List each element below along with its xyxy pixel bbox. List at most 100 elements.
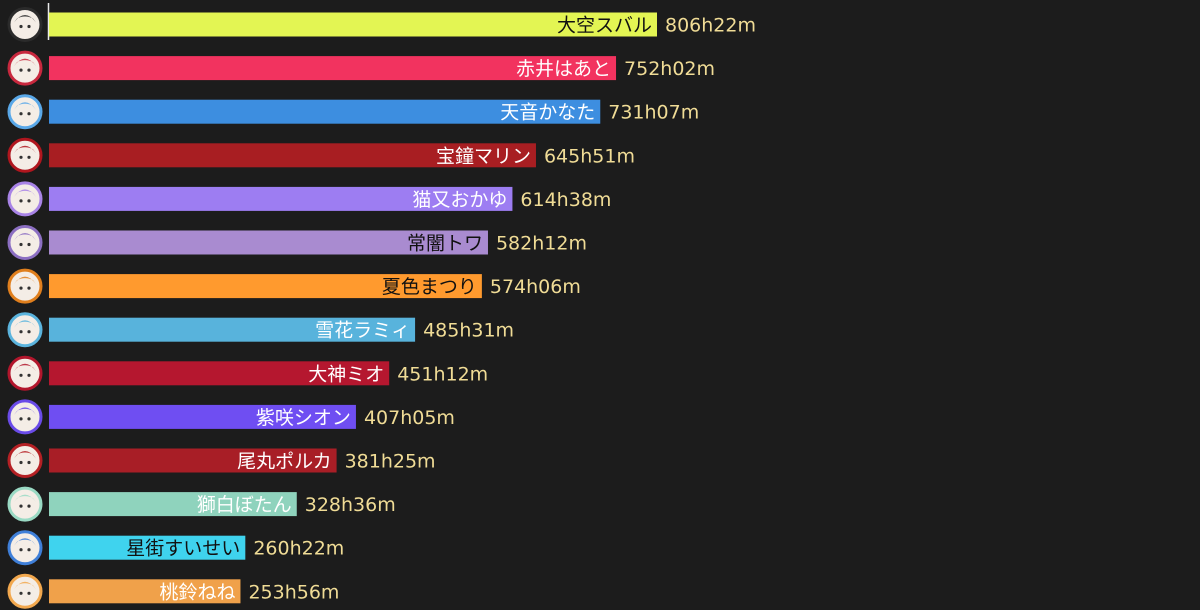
avatar-hair xyxy=(14,581,36,590)
avatar-eye-left xyxy=(19,286,23,290)
bar-row: 雪花ラミィ 485h31m xyxy=(7,312,514,348)
bar xyxy=(49,535,246,560)
avatar-eye-right xyxy=(27,286,31,290)
avatar-ring xyxy=(7,137,43,173)
bar-value-label: 574h06m xyxy=(490,276,581,298)
bar-name-label: 雪花ラミィ xyxy=(315,320,410,342)
avatar-eye-right xyxy=(27,155,31,159)
avatar-hair xyxy=(14,320,36,328)
avatar-ring xyxy=(7,355,43,391)
avatar-icon xyxy=(7,7,43,42)
avatar-eye-left xyxy=(19,330,23,334)
avatar-eye-left xyxy=(19,373,23,377)
bar-name-label: 猫又おかゆ xyxy=(412,189,507,211)
bar-name-label: 夏色まつり xyxy=(382,276,477,298)
avatar-icon xyxy=(7,443,43,478)
bar-row: 星街すいせい 260h22m xyxy=(7,530,344,566)
bar-value-label: 485h31m xyxy=(423,320,514,342)
avatar-hair xyxy=(14,145,36,154)
avatar-eye-left xyxy=(19,199,23,203)
avatar-eye-right xyxy=(27,460,31,465)
bar-value-label: 407h05m xyxy=(364,407,455,429)
avatar-eye-left xyxy=(19,548,23,552)
bar xyxy=(49,143,536,168)
bar-name-label: 星街すいせい xyxy=(126,538,240,560)
avatar-eye-right xyxy=(27,68,31,72)
bar-row: 紫咲シオン 407h05m xyxy=(7,399,455,435)
avatar-icon xyxy=(7,94,43,130)
avatar-eye-left xyxy=(19,112,23,116)
avatar-icon xyxy=(7,399,43,435)
avatar-icon xyxy=(7,181,43,217)
bar xyxy=(49,404,356,429)
bar xyxy=(49,99,601,124)
avatar-eye-left xyxy=(19,591,23,595)
bar-name-label: 大空スバル xyxy=(557,15,652,37)
avatar-hair xyxy=(14,15,36,23)
bar-rows: 大空スバル 806h22m 赤井はあと 752h02m 天音かなた 731h07m 宝鐘マリ… xyxy=(7,7,756,609)
avatar-ring xyxy=(7,399,43,435)
avatar-eye-right xyxy=(27,330,31,334)
avatar-eye-right xyxy=(27,548,31,552)
avatar-ring xyxy=(7,443,43,478)
bar xyxy=(49,361,390,386)
avatar-hair xyxy=(14,451,36,459)
bar xyxy=(49,274,482,299)
bar xyxy=(49,492,297,517)
avatar-hair xyxy=(14,363,36,372)
bar xyxy=(49,317,416,342)
avatar-ring xyxy=(7,7,43,42)
avatar-ring xyxy=(7,50,43,86)
avatar-eye-right xyxy=(27,24,31,29)
avatar-icon xyxy=(7,312,43,348)
avatar-hair xyxy=(14,233,36,241)
bar xyxy=(49,230,488,255)
avatar-hair xyxy=(14,102,36,110)
bar-row: 天音かなた 731h07m xyxy=(7,94,699,130)
bar-row: 夏色まつり 574h06m xyxy=(7,268,581,304)
avatar-ring xyxy=(7,94,43,130)
avatar-icon xyxy=(7,530,43,566)
bar-row: 常闇トワ 582h12m xyxy=(7,225,587,260)
avatar-eye-right xyxy=(27,112,31,116)
bar-name-label: 赤井はあと xyxy=(516,58,611,80)
bar-value-label: 731h07m xyxy=(608,102,699,124)
avatar-hair xyxy=(14,538,36,546)
bar-value-label: 582h12m xyxy=(496,233,587,255)
bar-name-label: 常闇トワ xyxy=(407,233,483,255)
avatar-ring xyxy=(7,312,43,348)
bar-value-label: 253h56m xyxy=(248,581,339,603)
avatar-eye-left xyxy=(19,417,23,421)
bar-name-label: 大神ミオ xyxy=(308,363,384,385)
avatar-eye-left xyxy=(19,155,23,159)
avatar-ring xyxy=(7,573,43,609)
avatar-eye-left xyxy=(19,504,23,508)
avatar-icon xyxy=(7,137,43,173)
bar-value-label: 645h51m xyxy=(544,145,635,167)
avatar-eye-left xyxy=(19,242,23,247)
avatar-ring xyxy=(7,225,43,260)
bar-name-label: 桃鈴ねね xyxy=(159,581,235,603)
avatar-icon xyxy=(7,355,43,391)
avatar-eye-left xyxy=(19,68,23,72)
bar-value-label: 260h22m xyxy=(253,538,344,560)
avatar-eye-right xyxy=(27,591,31,595)
avatar-eye-right xyxy=(27,242,31,247)
avatar-icon xyxy=(7,268,43,304)
avatar-hair xyxy=(14,494,36,503)
bar-value-label: 752h02m xyxy=(624,58,715,80)
avatar-eye-right xyxy=(27,417,31,421)
bar-name-label: 紫咲シオン xyxy=(256,407,351,429)
avatar-icon xyxy=(7,573,43,609)
avatar-ring xyxy=(7,486,43,522)
bar-row: 桃鈴ねね 253h56m xyxy=(7,573,339,609)
avatar-ring xyxy=(7,181,43,217)
bar-value-label: 451h12m xyxy=(397,363,488,385)
avatar-eye-right xyxy=(27,199,31,203)
avatar-icon xyxy=(7,50,43,86)
avatar-icon xyxy=(7,225,43,260)
bar xyxy=(49,56,617,81)
bar-value-label: 806h22m xyxy=(665,15,756,37)
